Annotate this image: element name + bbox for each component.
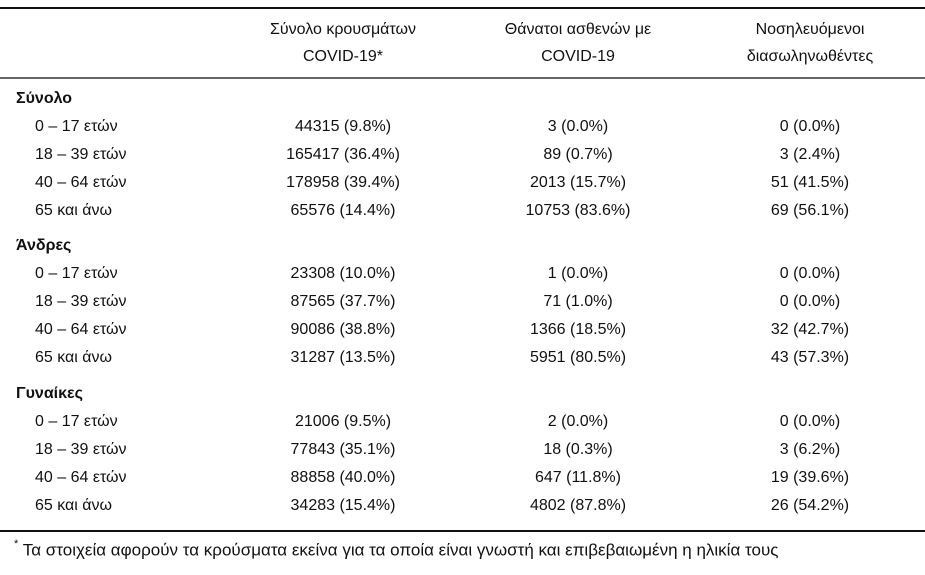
intubated-cell: 69 (56.1%) [770, 202, 850, 219]
top-rule [0, 7, 925, 9]
intubated-cell: 43 (57.3%) [770, 349, 850, 366]
deaths-cell: 71 (1.0%) [543, 293, 613, 310]
intubated-cell: 0 (0.0%) [779, 118, 841, 135]
cases-cell: 21006 (9.5%) [294, 413, 392, 430]
age-group-label: 18 – 39 ετών [35, 441, 127, 458]
intubated-cell: 3 (6.2%) [779, 441, 841, 458]
age-group-label: 40 – 64 ετών [35, 174, 127, 191]
deaths-cell: 1366 (18.5%) [529, 321, 627, 338]
intubated-cell: 0 (0.0%) [779, 265, 841, 282]
header-deaths-line1: Θάνατοι ασθενών με [504, 21, 652, 38]
deaths-cell: 5951 (80.5%) [529, 349, 627, 366]
intubated-cell: 3 (2.4%) [779, 146, 841, 163]
header-cases-line2: COVID-19* [302, 48, 384, 65]
age-group-label: 65 και άνω [35, 497, 113, 514]
header-cases: Σύνολο κρουσμάτων COVID-19* [233, 16, 453, 70]
age-group-label: 40 – 64 ετών [35, 469, 127, 486]
deaths-cell: 647 (11.8%) [535, 469, 621, 486]
cases-cell: 34283 (15.4%) [290, 497, 396, 514]
cases-cell: 77843 (35.1%) [290, 441, 396, 458]
deaths-cell: 4802 (87.8%) [529, 497, 627, 514]
cases-cell: 65576 (14.4%) [290, 202, 396, 219]
footnote-text: Τα στοιχεία αφορούν τα κρούσματα εκείνα … [22, 540, 779, 560]
group-heading: Σύνολο [16, 90, 73, 107]
header-intubated-line1: Νοσηλευόμενοι [755, 21, 865, 38]
deaths-cell: 89 (0.7%) [543, 146, 613, 163]
cases-cell: 23308 (10.0%) [290, 265, 396, 282]
age-group-label: 0 – 17 ετών [35, 265, 118, 282]
group-heading: Άνδρες [16, 237, 72, 254]
cases-cell: 44315 (9.8%) [294, 118, 392, 135]
header-cases-line1: Σύνολο κρουσμάτων [269, 21, 416, 38]
cases-cell: 90086 (38.8%) [290, 321, 396, 338]
cases-cell: 165417 (36.4%) [286, 146, 400, 163]
age-group-label: 65 και άνω [35, 349, 113, 366]
age-group-label: 65 και άνω [35, 202, 113, 219]
header-intubated: Νοσηλευόμενοι διασωληνωθέντες [700, 16, 920, 70]
age-group-label: 0 – 17 ετών [35, 118, 118, 135]
age-group-label: 0 – 17 ετών [35, 413, 118, 430]
intubated-cell: 0 (0.0%) [779, 293, 841, 310]
bottom-rule [0, 530, 925, 532]
header-deaths-line2: COVID-19 [541, 48, 615, 65]
deaths-cell: 3 (0.0%) [547, 118, 609, 135]
cases-cell: 178958 (39.4%) [286, 174, 400, 191]
cases-cell: 88858 (40.0%) [290, 469, 396, 486]
cases-cell: 31287 (13.5%) [290, 349, 396, 366]
intubated-cell: 0 (0.0%) [779, 413, 841, 430]
intubated-cell: 26 (54.2%) [770, 497, 850, 514]
intubated-cell: 19 (39.6%) [770, 469, 850, 486]
header-deaths: Θάνατοι ασθενών με COVID-19 [468, 16, 688, 70]
group-heading: Γυναίκες [16, 385, 83, 402]
deaths-cell: 2013 (15.7%) [529, 174, 627, 191]
deaths-cell: 1 (0.0%) [547, 265, 609, 282]
intubated-cell: 51 (41.5%) [770, 174, 850, 191]
age-group-label: 18 – 39 ετών [35, 146, 127, 163]
footnote-marker: * [14, 538, 19, 550]
header-intubated-line2: διασωληνωθέντες [746, 48, 874, 65]
age-group-label: 40 – 64 ετών [35, 321, 127, 338]
cases-cell: 87565 (37.7%) [290, 293, 396, 310]
footnote: * Τα στοιχεία αφορούν τα κρούσματα εκείν… [14, 534, 778, 563]
header-rule [0, 77, 925, 79]
deaths-cell: 2 (0.0%) [547, 413, 609, 430]
deaths-cell: 18 (0.3%) [543, 441, 613, 458]
age-group-label: 18 – 39 ετών [35, 293, 127, 310]
intubated-cell: 32 (42.7%) [770, 321, 850, 338]
deaths-cell: 10753 (83.6%) [525, 202, 631, 219]
